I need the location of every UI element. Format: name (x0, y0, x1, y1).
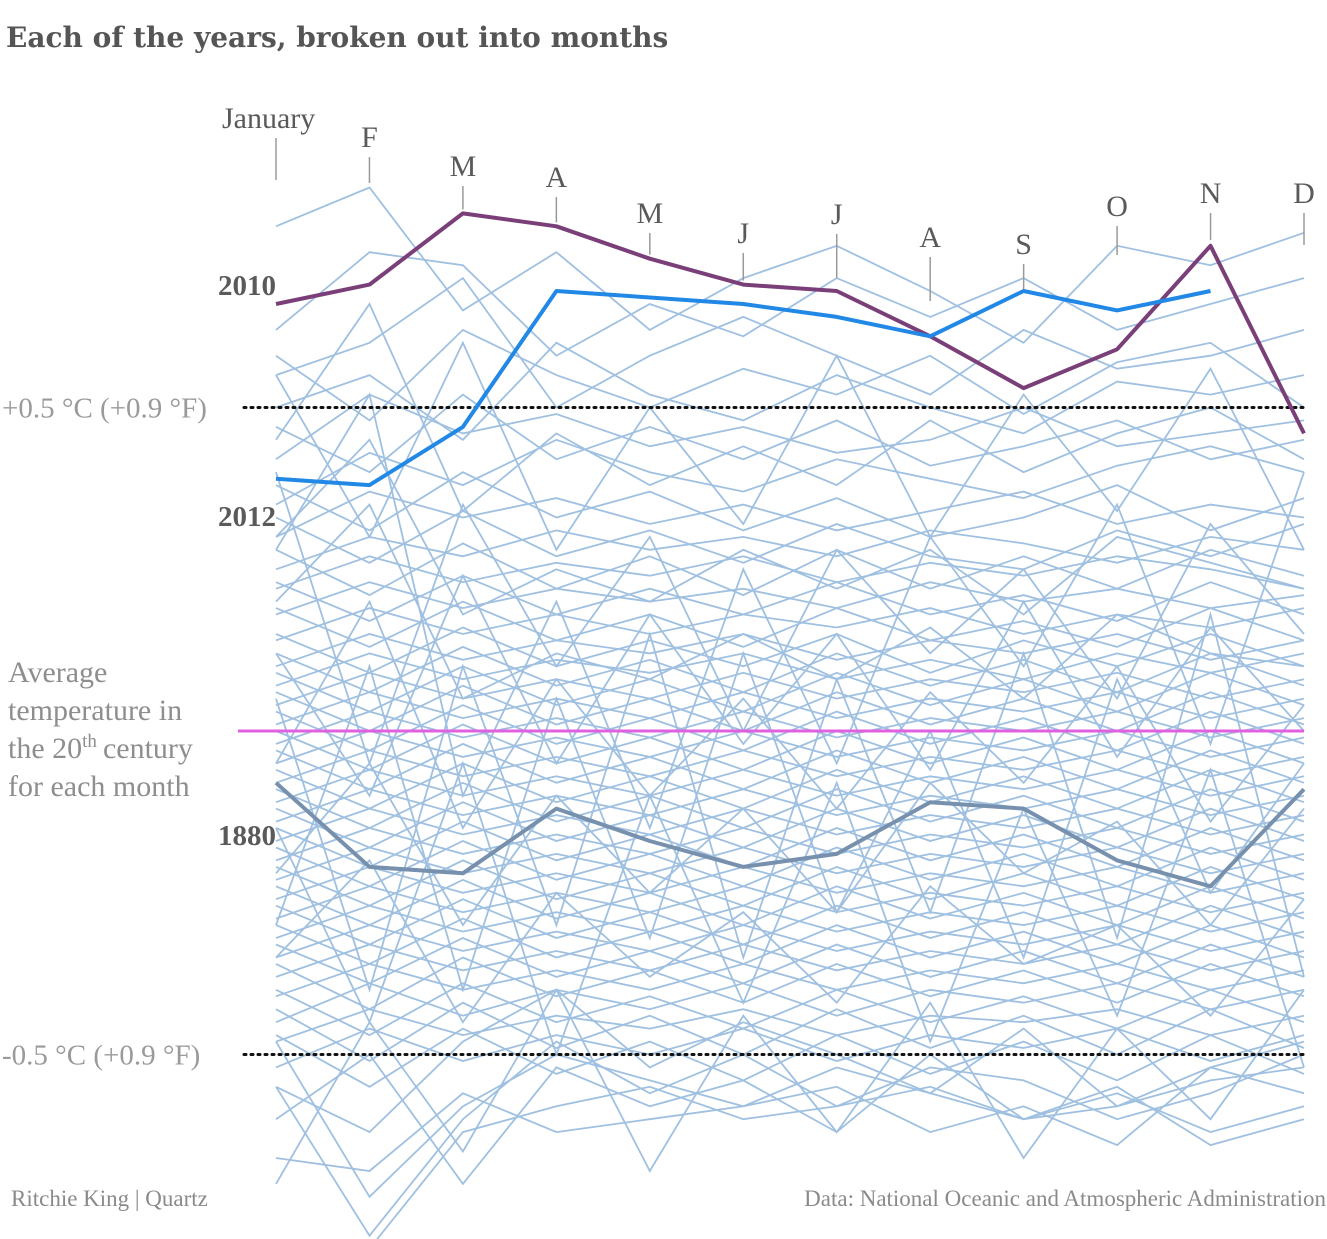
background-year-line-8 (275, 509, 1305, 571)
background-year-line-31 (275, 788, 1305, 823)
reference-lines-group (238, 406, 1306, 1056)
reference-label-1: -0.5 °C (+0.9 °F) (2, 1040, 200, 1072)
background-year-line-76 (275, 611, 1305, 993)
background-year-line-71 (275, 1041, 1305, 1199)
background-year-line-38 (275, 840, 1305, 888)
background-year-line-21 (275, 691, 1305, 726)
month-label-1: F (361, 121, 378, 154)
background-year-line-41 (275, 885, 1305, 920)
background-year-line-42 (275, 878, 1305, 927)
background-year-line-43 (275, 904, 1305, 939)
background-year-line-49 (275, 962, 1305, 998)
series-line-2012 (275, 289, 1211, 488)
background-year-line-72 (376, 1085, 1305, 1239)
month-label-4: M (636, 197, 663, 230)
background-year-line-79 (275, 987, 1305, 1185)
background-year-line-6 (275, 471, 1305, 538)
background-year-line-40 (275, 859, 1305, 907)
series-line-1880 (274, 781, 1306, 889)
background-year-line-60 (275, 302, 1305, 513)
year-label-2012: 2012 (218, 501, 276, 533)
background-year-line-28 (275, 742, 1305, 791)
background-year-line-56 (275, 1027, 1305, 1088)
background-year-line-78 (275, 340, 1305, 552)
background-year-line-58 (275, 251, 1305, 357)
background-year-line-64 (275, 599, 1305, 830)
background-year-line-20 (275, 665, 1305, 713)
background-year-line-13 (275, 607, 1305, 642)
background-year-line-52 (275, 982, 1305, 1037)
background-year-line-50 (275, 956, 1305, 1011)
background-year-line-16 (275, 626, 1305, 674)
month-label-11: D (1293, 177, 1315, 210)
background-year-line-51 (275, 982, 1305, 1024)
background-year-line-27 (275, 749, 1305, 784)
background-year-line-30 (275, 762, 1305, 810)
background-year-line-68 (275, 1053, 1305, 1186)
month-label-9: O (1106, 190, 1128, 223)
background-year-line-61 (275, 438, 1305, 616)
background-year-line-62 (275, 503, 1305, 700)
month-label-8: S (1015, 228, 1032, 261)
background-year-line-1 (275, 328, 1305, 422)
background-year-line-10 (275, 542, 1305, 597)
background-year-line-3 (275, 438, 1305, 506)
highlighted-series-group (274, 211, 1306, 889)
background-year-line-45 (275, 924, 1305, 959)
background-year-line-22 (275, 684, 1305, 732)
month-ticks-group (275, 138, 1305, 301)
background-year-line-39 (275, 865, 1305, 901)
background-year-line-5 (275, 490, 1305, 538)
background-year-line-44 (275, 898, 1305, 946)
footer-credit: Ritchie King | Quartz (11, 1186, 208, 1211)
month-label-2: M (450, 150, 477, 183)
series-line-2010 (275, 211, 1306, 435)
baseline-label-line-0: Average (8, 656, 107, 689)
background-series-group (275, 186, 1305, 1239)
year-label-2010: 2010 (218, 270, 276, 302)
year-label-1880: 1880 (218, 820, 276, 852)
background-year-line-70 (275, 1040, 1305, 1238)
background-year-line-14 (275, 600, 1305, 648)
month-label-5: J (737, 217, 749, 250)
month-label-10: N (1200, 177, 1222, 210)
labels-group: January F M A M J J A S O N D +0.5 °C (+0.9 °F) -0.5 … (2, 102, 1315, 1072)
background-year-line-59 (275, 276, 1305, 409)
background-year-line-54 (275, 1001, 1305, 1063)
background-year-line-77 (275, 760, 1305, 1068)
month-label-7: A (919, 221, 941, 254)
reference-label-0: +0.5 °C (+0.9 °F) (2, 393, 207, 425)
footer-source: Data: National Oceanic and Atmospheric A… (804, 1186, 1326, 1211)
background-year-line-46 (275, 917, 1305, 965)
background-year-line-7 (275, 529, 1305, 571)
month-label-0: January (222, 102, 315, 135)
background-year-line-0 (275, 341, 1305, 441)
background-year-line-74 (275, 650, 1305, 993)
background-year-line-53 (275, 1008, 1305, 1043)
background-year-line-69 (275, 1066, 1305, 1172)
baseline-label-line-3: for each month (8, 770, 190, 803)
background-year-line-57 (275, 186, 1305, 344)
background-year-line-33 (275, 807, 1305, 842)
background-year-line-36 (275, 820, 1305, 868)
background-year-line-15 (275, 633, 1305, 668)
baseline-label-line-1: temperature in (8, 694, 182, 727)
background-year-line-73 (275, 392, 1305, 831)
background-year-line-63 (275, 573, 1305, 798)
background-year-line-18 (275, 645, 1305, 694)
chart-title: Each of the years, broken out into month… (6, 21, 668, 54)
background-year-line-19 (275, 671, 1305, 706)
background-year-line-12 (275, 574, 1305, 622)
background-year-line-75 (275, 471, 1305, 767)
month-label-6: J (831, 198, 843, 231)
background-year-line-35 (275, 827, 1305, 862)
background-year-line-66 (275, 858, 1305, 1024)
baseline-label-line-2: the 20th century (8, 731, 193, 765)
background-year-line-34 (275, 801, 1305, 849)
month-label-3: A (546, 161, 568, 194)
